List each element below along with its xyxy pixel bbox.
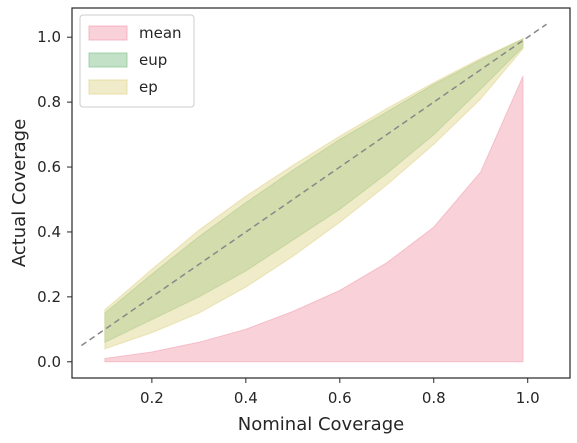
x-tick-label: 1.0	[516, 389, 540, 407]
plot-frame	[71, 7, 571, 379]
y-axis-label: Actual Coverage	[9, 119, 30, 267]
diagonal-line	[80, 23, 547, 347]
eup-legend-swatch	[88, 52, 128, 68]
mean-legend-label: mean	[139, 24, 182, 42]
y-tick-label: 0.2	[37, 288, 61, 306]
eup-legend-label: eup	[139, 51, 167, 69]
x-tick-label: 0.4	[234, 389, 258, 407]
x-tick-label: 0.6	[328, 389, 352, 407]
y-tick-label: 0.6	[37, 158, 61, 176]
legend: mean eup ep	[79, 14, 195, 108]
mean-area	[104, 75, 524, 363]
ep-legend-label: ep	[139, 78, 158, 96]
x-axis-ticks: 0.2 0.4 0.6 0.8 1.0	[140, 378, 540, 407]
x-tick-label: 0.8	[422, 389, 446, 407]
y-tick-label: 0.8	[37, 93, 61, 111]
x-axis-label: Nominal Coverage	[238, 414, 404, 435]
y-axis-ticks: 0.0 0.2 0.4 0.6 0.8 1.0	[37, 28, 72, 371]
y-tick-label: 0.4	[37, 223, 61, 241]
y-tick-label: 0.0	[37, 353, 61, 371]
diagonal-reference-line	[80, 23, 547, 347]
series-areas	[104, 37, 524, 363]
ep-area	[104, 38, 524, 350]
x-tick-label: 0.2	[140, 389, 164, 407]
mean-legend-swatch	[88, 25, 128, 41]
ep-legend-swatch	[88, 79, 128, 95]
y-tick-label: 1.0	[37, 28, 61, 46]
